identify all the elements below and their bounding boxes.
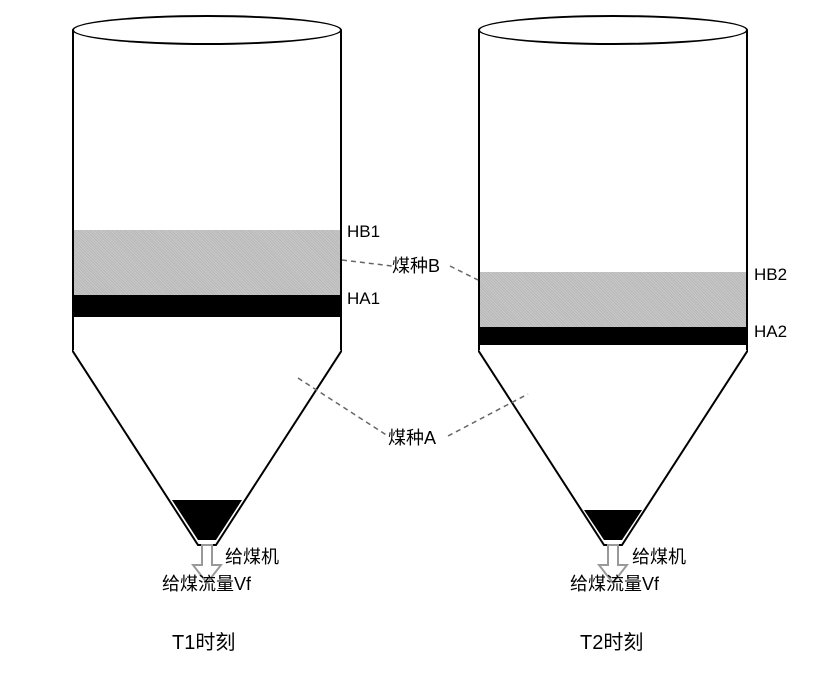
- silo-t2-feeder-label: 给煤机: [632, 543, 686, 569]
- silo-t2-ha2-label: HA2: [754, 322, 787, 342]
- silo-t2-layer-b: [480, 272, 746, 327]
- silo-t1-layer-b: [74, 230, 340, 295]
- silo-t1-hb1-label: HB1: [347, 222, 380, 242]
- silo-t1-ha1-label: HA1: [347, 289, 380, 309]
- silo-t1: [72, 30, 342, 550]
- coal-b-label: 煤种B: [392, 252, 440, 278]
- silo-t2-top-ellipse: [478, 15, 748, 45]
- silo-t2-hb2-label: HB2: [754, 265, 787, 285]
- coal-a-label: 煤种A: [388, 424, 436, 450]
- silo-t1-top-ellipse: [72, 15, 342, 45]
- silo-t2: [478, 30, 748, 550]
- silo-t1-feeder-label: 给煤机: [225, 543, 279, 569]
- silo-t2-cylinder: [478, 30, 748, 350]
- silo-t2-flow-label: 给煤流量Vf: [570, 570, 659, 596]
- silo-t1-flow-label: 给煤流量Vf: [162, 570, 251, 596]
- silo-t2-hopper-svg: [478, 350, 748, 560]
- silo-t1-time-label: T1时刻: [172, 626, 235, 655]
- silo-t2-time-label: T2时刻: [580, 626, 643, 655]
- silo-t2-layer-a-stripe: [480, 327, 746, 345]
- silo-t1-hopper: [72, 350, 342, 550]
- silo-t2-hopper: [478, 350, 748, 550]
- silo-t1-hopper-svg: [72, 350, 342, 560]
- silo-t1-layer-a-stripe: [74, 295, 340, 317]
- silo-t1-cylinder: [72, 30, 342, 350]
